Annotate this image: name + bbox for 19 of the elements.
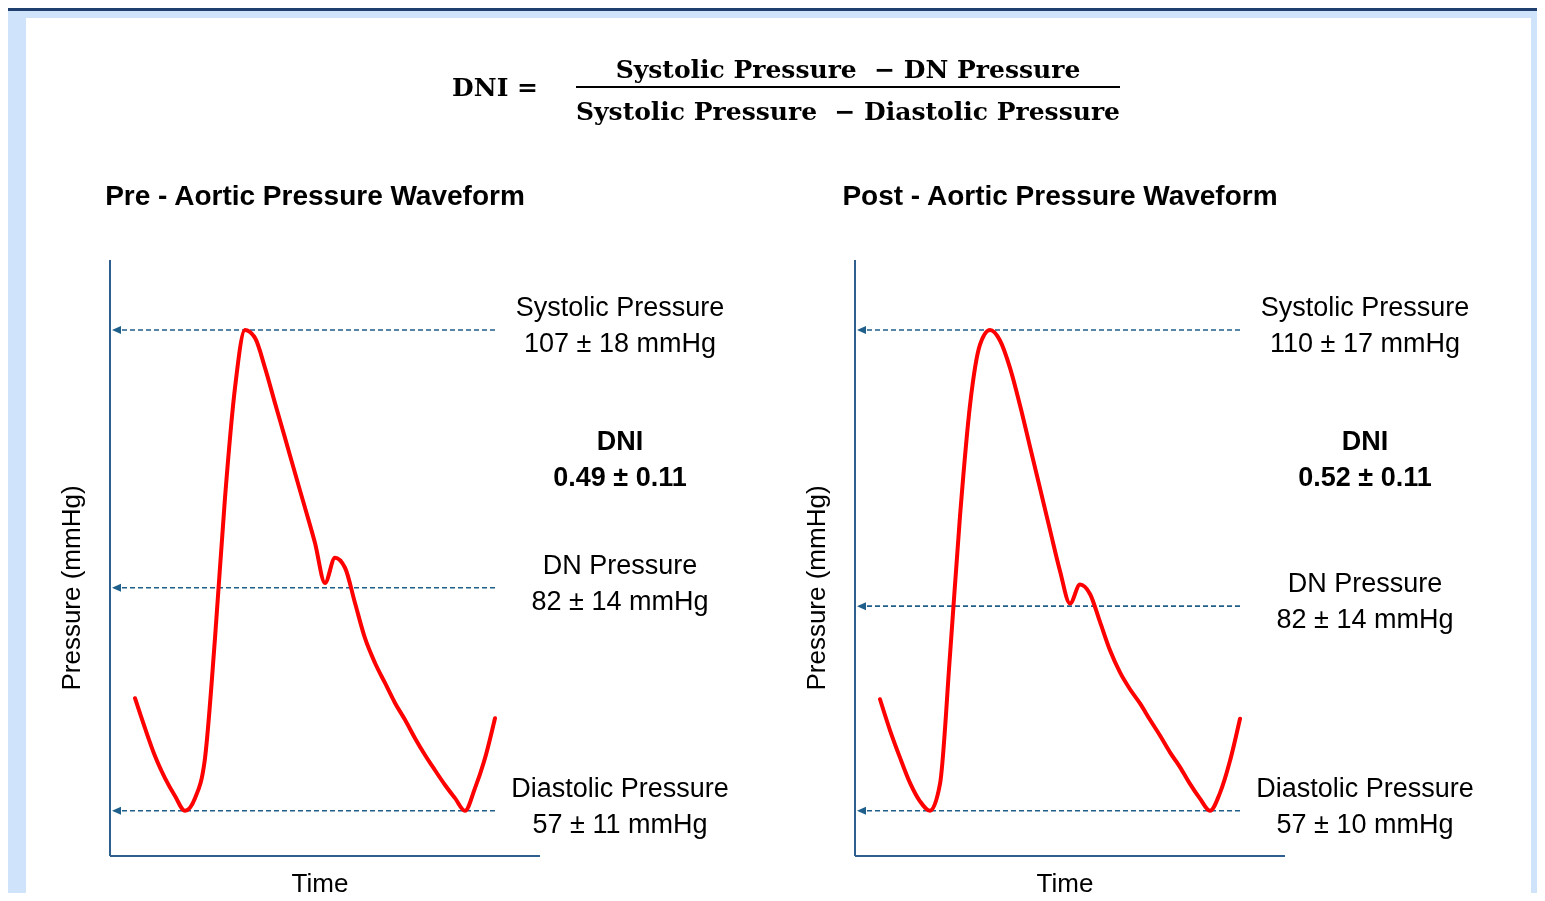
chart-title: Post - Aortic Pressure Waveform — [842, 180, 1278, 211]
text: Systolic Pressure − Diastolic Pressure — [575, 97, 1121, 126]
ref-line-label: Systolic Pressure 110 ± 17 mmHg — [1260, 292, 1470, 358]
ref-line-label: Diastolic Pressure 57 ± 11 mmHg — [511, 772, 729, 839]
text: DNI — [596, 426, 644, 456]
y-axis-title: Pressure (mmHg) — [56, 485, 86, 691]
ref-line-label: DN Pressure 82 ± 14 mmHg — [531, 549, 709, 616]
x-axis-title: Time — [291, 868, 349, 898]
y-axis-title: Pressure (mmHg) — [801, 485, 831, 691]
ref-line-label: DN Pressure 82 ± 14 mmHg — [1276, 568, 1454, 635]
text: DNI — [1341, 426, 1389, 456]
text: 0.49 ± 0.11 — [553, 462, 687, 492]
x-axis-title: Time — [1036, 868, 1094, 898]
ref-line-label: Diastolic Pressure 57 ± 10 mmHg — [1256, 772, 1474, 839]
chart-title: Pre - Aortic Pressure Waveform — [105, 180, 525, 211]
text: Systolic Pressure − DN Pressure — [615, 55, 1081, 84]
ref-line-label: Systolic Pressure 107 ± 18 mmHg — [515, 292, 725, 358]
text: 0.52 ± 0.11 — [1298, 462, 1432, 492]
text: DNI = — [452, 73, 538, 102]
